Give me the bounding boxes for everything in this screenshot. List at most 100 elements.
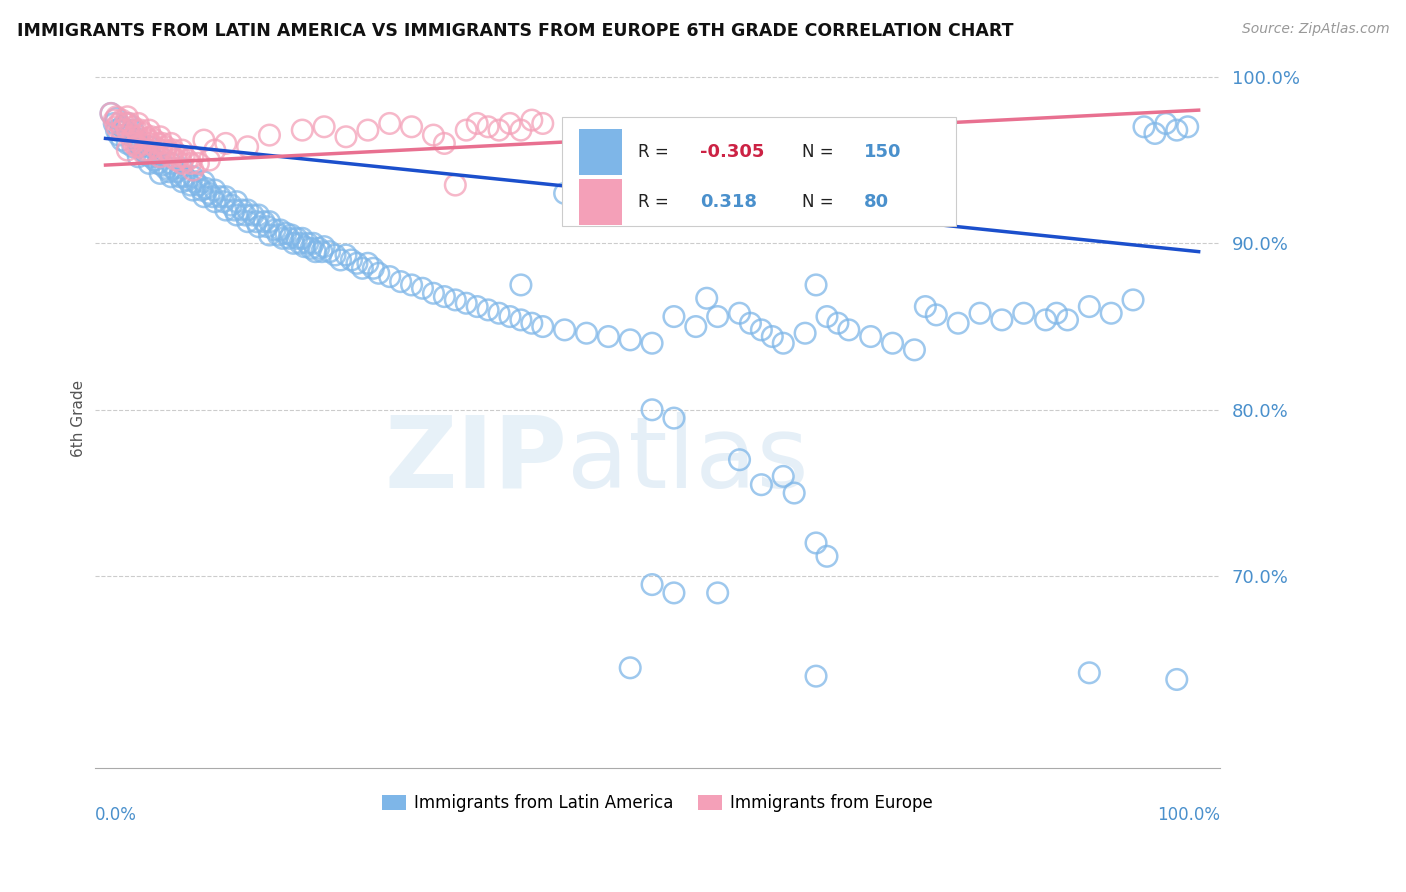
Point — [329, 252, 352, 267]
Point — [783, 486, 806, 500]
Point — [1166, 123, 1188, 137]
Point — [107, 116, 129, 130]
Point — [291, 231, 314, 245]
Point — [162, 161, 184, 176]
Point — [291, 123, 314, 137]
Point — [1012, 306, 1035, 320]
Point — [204, 194, 226, 209]
Point — [1143, 127, 1166, 141]
Point — [162, 143, 184, 157]
Point — [456, 123, 478, 137]
Point — [136, 131, 159, 145]
Point — [304, 244, 326, 259]
Point — [401, 120, 423, 134]
Point — [157, 145, 180, 159]
Point — [357, 123, 380, 137]
Point — [166, 165, 188, 179]
Point — [138, 133, 160, 147]
Point — [173, 150, 195, 164]
Point — [219, 198, 242, 212]
Point — [236, 215, 259, 229]
Point — [132, 145, 155, 159]
Point — [378, 269, 401, 284]
Point — [352, 261, 374, 276]
Point — [138, 156, 160, 170]
Point — [134, 143, 156, 157]
Point — [224, 202, 246, 217]
Point — [903, 343, 925, 357]
Point — [121, 136, 143, 151]
Point — [127, 129, 149, 144]
Point — [136, 148, 159, 162]
Text: N =: N = — [801, 193, 838, 211]
Point — [160, 169, 183, 184]
Point — [259, 215, 281, 229]
Point — [619, 333, 641, 347]
Point — [256, 219, 278, 234]
Point — [146, 156, 169, 170]
Point — [150, 158, 173, 172]
Point — [235, 208, 257, 222]
Point — [346, 256, 368, 270]
Point — [575, 326, 598, 341]
Point — [169, 150, 191, 164]
Point — [706, 310, 728, 324]
Point — [662, 411, 685, 425]
Point — [509, 277, 531, 292]
Point — [181, 150, 204, 164]
Point — [105, 110, 128, 124]
Point — [193, 190, 215, 204]
Point — [264, 223, 287, 237]
Point — [143, 140, 166, 154]
Point — [294, 240, 316, 254]
Point — [340, 252, 363, 267]
Point — [149, 129, 172, 144]
Point — [308, 241, 330, 255]
Point — [160, 136, 183, 151]
Point — [367, 266, 389, 280]
Point — [125, 131, 148, 145]
Point — [103, 113, 125, 128]
FancyBboxPatch shape — [562, 118, 956, 226]
Point — [225, 194, 247, 209]
Point — [815, 310, 838, 324]
Point — [285, 231, 308, 245]
Point — [422, 286, 444, 301]
Point — [166, 153, 188, 167]
Point — [378, 116, 401, 130]
Point — [111, 123, 134, 137]
Point — [117, 143, 139, 157]
Text: 100.0%: 100.0% — [1157, 806, 1220, 824]
Point — [121, 120, 143, 134]
Point — [488, 306, 510, 320]
Point — [157, 165, 180, 179]
Point — [751, 323, 773, 337]
Point — [121, 140, 143, 154]
Point — [278, 231, 301, 245]
Point — [499, 310, 522, 324]
Point — [859, 329, 882, 343]
Point — [389, 275, 412, 289]
Point — [299, 241, 322, 255]
Point — [138, 140, 160, 154]
Point — [117, 123, 139, 137]
Point — [149, 143, 172, 157]
Point — [231, 202, 253, 217]
Text: R =: R = — [638, 193, 675, 211]
Point — [280, 227, 302, 242]
Point — [198, 186, 221, 201]
Point — [925, 308, 948, 322]
Point — [149, 166, 172, 180]
Point — [132, 146, 155, 161]
Point — [155, 161, 177, 176]
Point — [1133, 120, 1156, 134]
Point — [311, 244, 333, 259]
Point — [477, 120, 499, 134]
Point — [160, 150, 183, 164]
Point — [991, 313, 1014, 327]
Bar — [579, 179, 621, 225]
Point — [155, 143, 177, 157]
Point — [193, 175, 215, 189]
Point — [641, 577, 664, 591]
Point — [1035, 313, 1057, 327]
